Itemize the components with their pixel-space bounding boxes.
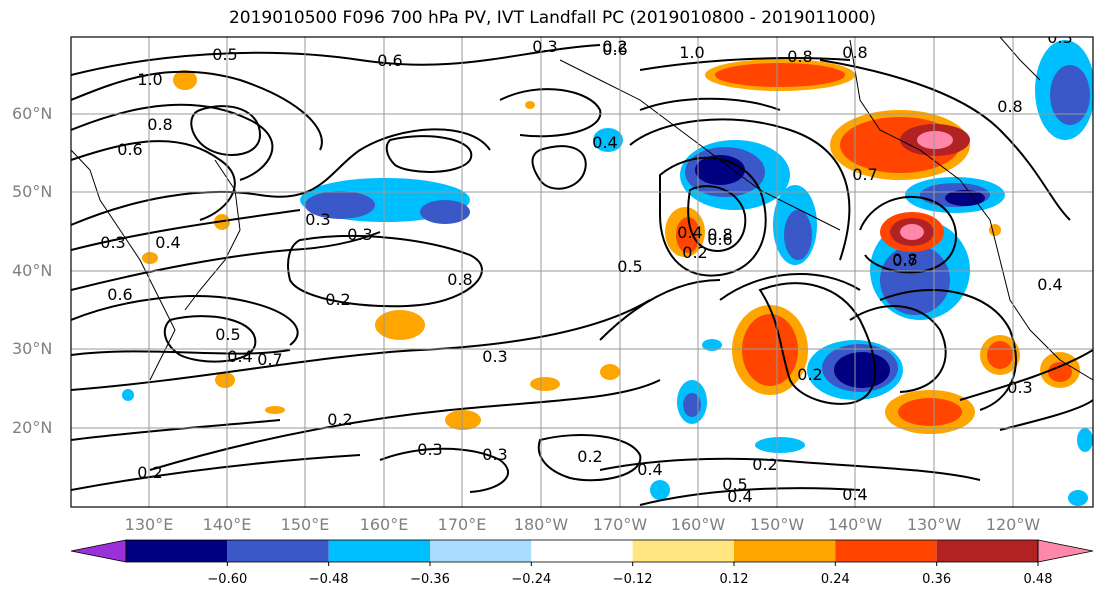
colorbar-segment <box>328 540 430 562</box>
contour-label: 0.4 <box>727 487 752 506</box>
contour-label: 0.3 <box>482 347 507 366</box>
contour-label: 0.7 <box>257 350 282 369</box>
contour-label: 0.6 <box>107 285 132 304</box>
contour-label: 0.6 <box>707 230 732 249</box>
contour-label: 0.2 <box>137 463 162 482</box>
contour-label: 1.0 <box>679 43 704 62</box>
map-area: 0.60.3 0.6 1.0 0.80.80.80.70.51.00.80.60.30… <box>71 28 1093 507</box>
contour-label: 0.3 <box>100 233 125 252</box>
colorbar-segment <box>126 540 228 562</box>
contour-label: 0.3 <box>1047 28 1072 47</box>
colorbar-tick-label: −0.36 <box>410 572 450 587</box>
lon-label-170w: 170°W <box>592 515 648 534</box>
colorbar-tick-label: 0.12 <box>719 572 749 587</box>
lon-label-160e: 160°E <box>359 515 409 534</box>
contour-label: 0.3 <box>1007 378 1032 397</box>
contour-label: 0.3 <box>417 440 442 459</box>
lat-label-50n: 50°N <box>12 182 53 201</box>
contour-label: 0.3 <box>482 445 507 464</box>
lon-label-160w: 160°W <box>670 515 726 534</box>
colorbar-segment <box>835 540 937 562</box>
contour-labels: 0.60.3 0.6 1.0 0.80.80.80.70.51.00.80.60.30… <box>100 28 1072 506</box>
colorbar-tick-label: 0.24 <box>820 572 850 587</box>
contour-label: 0.8 <box>787 47 812 66</box>
contour-label: 0.2 <box>577 447 602 466</box>
contour-label: 0.2 <box>797 365 822 384</box>
colorbar-tick-label: 0.48 <box>1023 572 1053 587</box>
colorbar-tick-label: −0.12 <box>612 572 653 587</box>
contour-label: 0.2 <box>682 243 707 262</box>
contour-label: 0.6 <box>602 40 627 59</box>
colorbar-tick-label: −0.48 <box>308 572 349 587</box>
lat-label-40n: 40°N <box>12 261 53 280</box>
colorbar-tick-label: −0.24 <box>511 572 552 587</box>
contour-label: 0.7 <box>852 165 877 184</box>
contour-label: 0.4 <box>637 460 662 479</box>
contour-label: 0.4 <box>1037 275 1062 294</box>
lon-label-150w: 150°W <box>749 515 805 534</box>
contour-label: 0.4 <box>677 223 702 242</box>
colorbar-segment <box>632 540 734 562</box>
map-frame <box>70 36 1094 508</box>
lat-label-30n: 30°N <box>12 339 53 358</box>
graticule <box>71 37 1093 507</box>
contour-label: 0.2 <box>602 37 627 56</box>
colorbar-segment <box>734 540 836 562</box>
contour-label: 0.7 <box>892 251 917 270</box>
colorbar-segment <box>531 540 633 562</box>
contour-label: 0.8 <box>842 43 867 62</box>
lon-label-130w: 130°W <box>906 515 962 534</box>
lon-label-180w: 180°W <box>513 515 569 534</box>
contour-label: 0.6 <box>377 51 402 70</box>
contour-label: 0.2 <box>325 290 350 309</box>
contour-label: 0.8 <box>707 225 732 244</box>
contour-label: 0.8 <box>447 270 472 289</box>
colorbar-segment <box>936 540 1038 562</box>
coastlines <box>71 37 1093 381</box>
lon-label-170e: 170°E <box>437 515 487 534</box>
contour-label: 0.5 <box>212 45 237 64</box>
contour-label: 0.2 <box>752 455 777 474</box>
colorbar-extend-max <box>1037 539 1094 563</box>
lon-label-140w: 140°W <box>827 515 883 534</box>
colorbar-segments <box>70 539 1094 566</box>
lon-label-140e: 140°E <box>202 515 252 534</box>
contour-label: 0.5 <box>215 325 240 344</box>
contour-label: 0.5 <box>617 257 642 276</box>
contour-label: 0.6 <box>117 140 142 159</box>
contour-label: 0.4 <box>155 233 180 252</box>
lon-label-120w: 120°W <box>985 515 1041 534</box>
contour-label: 0.3 <box>347 225 372 244</box>
contour-label: 0.4 <box>592 133 617 152</box>
colorbar-tick-label: −0.60 <box>207 572 248 587</box>
contour-label: 0.3 <box>305 210 330 229</box>
colorbar-segment <box>227 540 329 562</box>
lat-label-60n: 60°N <box>12 104 53 123</box>
contour-label: 0.2 <box>327 410 352 429</box>
colorbar-extend-min <box>70 539 127 563</box>
contour-label: 0.8 <box>997 97 1022 116</box>
contour-label: 0.4 <box>842 485 867 504</box>
contour-label: 0.3 <box>532 37 557 56</box>
lat-label-20n: 20°N <box>12 418 53 437</box>
contour-label: 0.8 <box>147 115 172 134</box>
contour-label: 0.5 <box>722 475 747 494</box>
contour-label: 0.4 <box>227 347 252 366</box>
colorbar-segment <box>430 540 532 562</box>
lon-label-130e: 130°E <box>124 515 174 534</box>
map-title: 2019010500 F096 700 hPa PV, IVT Landfall… <box>228 8 876 28</box>
contour-label: 0.8 <box>892 250 917 269</box>
colorbar-tick-label: 0.36 <box>922 572 952 587</box>
contour-label: 1.0 <box>137 70 162 89</box>
lon-label-150e: 150°E <box>280 515 330 534</box>
